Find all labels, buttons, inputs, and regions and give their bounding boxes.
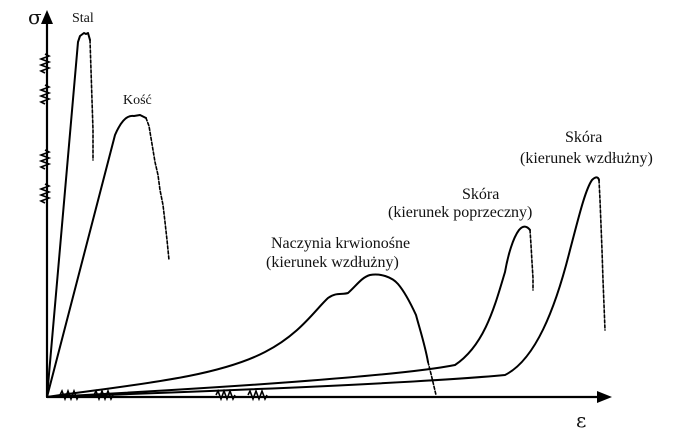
series-labels: Stal Kość Naczynia krwionośne (kierunek … — [72, 11, 653, 271]
label-skora-poprzeczny-line2: (kierunek poprzeczny) — [388, 204, 532, 221]
curve-naczynia — [46, 273, 429, 398]
spring-icon — [215, 388, 236, 402]
curve-kosc — [46, 114, 147, 398]
curve-naczynia-failure — [427, 361, 437, 396]
spring-icons-y — [38, 53, 52, 204]
label-kosc: Kość — [123, 93, 152, 108]
curve-skora-poprzeczny-failure — [529, 229, 534, 291]
axes: σ ε — [28, 5, 612, 432]
curve-stal-failure — [89, 39, 94, 161]
spring-icons-x — [59, 388, 268, 402]
curve-skora-poprzeczny — [46, 225, 531, 398]
y-axis-label: σ — [28, 5, 42, 29]
spring-icon — [38, 84, 52, 105]
label-naczynia-line1: Naczynia krwionośne — [271, 235, 410, 252]
label-skora-wzdluzny-line2: (kierunek wzdłużny) — [520, 150, 653, 167]
label-skora-wzdluzny-line1: Skóra — [565, 129, 602, 146]
label-stal: Stal — [72, 11, 94, 26]
spring-icon — [247, 388, 268, 402]
curve-stal — [46, 32, 91, 398]
curves — [46, 32, 606, 398]
x-axis-arrow — [597, 391, 612, 403]
label-naczynia-line2: (kierunek wzdłużny) — [266, 254, 399, 271]
spring-icon — [38, 53, 52, 74]
y-axis-arrow — [41, 10, 53, 24]
curve-skora-wzdluzny — [46, 176, 600, 398]
x-axis-label: ε — [576, 408, 586, 432]
curve-kosc-failure — [145, 117, 170, 261]
spring-icon — [38, 183, 52, 204]
label-skora-poprzeczny-line1: Skóra — [462, 186, 499, 203]
curve-skora-wzdluzny-failure — [598, 179, 606, 331]
spring-icon — [38, 149, 52, 170]
